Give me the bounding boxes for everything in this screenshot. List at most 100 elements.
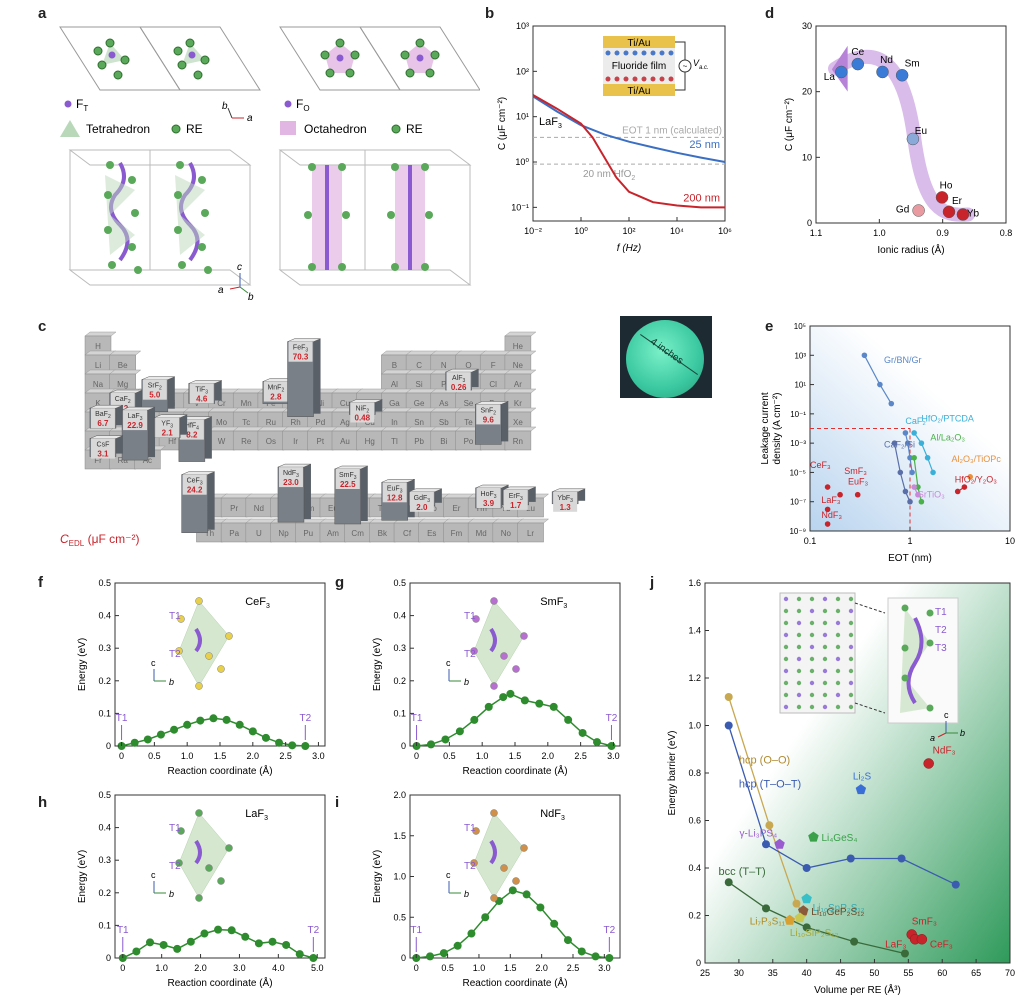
data-point — [911, 454, 917, 461]
x-tick-label: 1.5 — [509, 751, 522, 761]
x-tick-label: 10⁻² — [524, 226, 542, 236]
element-symbol: Tc — [242, 418, 250, 427]
bar-formula-fef: FeF3 — [293, 345, 308, 354]
inset-t2-label: T2 — [464, 649, 476, 660]
panel-d-frame — [815, 25, 1007, 224]
panel-title: LaF3 — [245, 808, 268, 822]
inset-lattice-atom — [796, 596, 802, 602]
y-tick-label: 1.2 — [688, 673, 701, 683]
data-point — [824, 484, 831, 490]
inset-re-atom — [195, 682, 203, 690]
energy-point — [309, 954, 318, 962]
element-symbol: Sn — [414, 418, 424, 427]
negative-charge-dot — [632, 76, 638, 82]
energy-point — [427, 740, 435, 749]
laf3-label: LaF3 — [539, 116, 562, 130]
cell-top — [108, 369, 142, 375]
energy-point — [235, 720, 244, 729]
y-axis-title-line2: density (A cm⁻²) — [772, 393, 783, 465]
panel-title-sub: 3 — [561, 815, 565, 822]
y-tick-label: 10⁰ — [515, 157, 529, 167]
negative-charge-dot — [668, 76, 674, 82]
point-NdF₃ — [923, 758, 934, 769]
inset-axis-b-label: b — [960, 728, 965, 738]
ft-legend-label: FT — [76, 97, 88, 113]
energy-point — [439, 949, 448, 958]
octa-chain-1 — [304, 163, 350, 271]
x-tick-label: 0.9 — [936, 228, 949, 238]
energy-point — [550, 919, 559, 928]
data-point — [824, 506, 831, 513]
y-axis-title: Energy (eV) — [372, 850, 383, 903]
x-tick-label: 3.0 — [312, 751, 325, 761]
inset-lattice-atom — [783, 620, 789, 626]
energy-point — [130, 738, 139, 747]
series-label: SrTiO₃ — [918, 489, 945, 499]
series-line-25nm — [532, 95, 726, 163]
inset-re-atom — [490, 597, 498, 605]
y-tick-label: 10² — [516, 66, 529, 76]
y-axis-title: Energy (eV) — [77, 638, 88, 691]
x-tick-label: 50 — [869, 968, 879, 978]
panel-d-chart: La Ce Nd Sm Eu Gd Ho Er Yb 1.1 1.0 0.9 0.8 0 10 20 30 Ion… — [784, 21, 1012, 256]
bar-label-bg — [476, 488, 501, 508]
inset-polyhedron — [178, 600, 230, 687]
data-point — [888, 400, 895, 407]
x-tick-label: 1.0 — [476, 751, 489, 761]
energy-point — [254, 939, 263, 948]
energy-point — [275, 738, 284, 747]
energy-point — [506, 689, 515, 698]
inset-lattice-atom — [783, 596, 789, 602]
y-tick-label: 0.3 — [98, 855, 111, 865]
hcp-tot-label: hcp (T–O–T) — [739, 778, 801, 790]
x-tick-label: 70 — [1005, 968, 1015, 978]
energy-point — [132, 947, 141, 956]
energy-point — [563, 936, 572, 945]
series-label: HfO₂/PTCDA — [921, 414, 974, 424]
svg-text:b: b — [222, 101, 228, 112]
panel-title-sub: 3 — [563, 603, 567, 610]
inset-lattice-atom — [835, 608, 841, 614]
x-tick-label: 10⁶ — [718, 226, 732, 236]
inset-re-atom — [205, 864, 213, 872]
inset-zoom-atom — [901, 644, 909, 652]
inset-lattice-atom — [822, 680, 828, 686]
series-label: CeF₃ — [810, 460, 831, 470]
inset-lattice-atom — [835, 620, 841, 626]
inset-zoom-atom — [926, 639, 934, 647]
x-tick-label: 0 — [414, 751, 419, 761]
element-symbol: C — [416, 361, 422, 370]
y-tick-label: 0.5 — [98, 578, 111, 588]
svg-text:a: a — [247, 113, 253, 124]
bar-label-bg — [503, 489, 528, 510]
x-tick-label: 3.0 — [233, 963, 246, 973]
panel-j-chart: hcp (O–O) hcp (T–O–T) bcc (T–T) Li₂S NdF₃ γ-L… — [667, 578, 1015, 996]
panel-label-h: h — [38, 794, 48, 811]
series-line — [913, 432, 934, 473]
element-symbol: Hg — [365, 437, 375, 446]
point-γ-Li₃PS₄ — [774, 838, 785, 849]
inset-lattice-atom — [835, 668, 841, 674]
point-Li₄GeS₄ — [808, 831, 819, 842]
element-symbol: Fr — [94, 456, 102, 465]
bar-formula-baf: BaF2 — [95, 411, 111, 420]
x-tick-label: 4.0 — [272, 963, 285, 973]
inset-bottom-electrode — [603, 84, 675, 96]
x-tick-label: 0.5 — [148, 751, 161, 761]
t2-marker-label: T2 — [307, 925, 319, 936]
negative-charge-dot — [641, 76, 647, 82]
bar-label-bg — [155, 417, 180, 438]
element-symbol: Ag — [340, 418, 350, 427]
bar-formula-erf: ErF3 — [509, 493, 523, 502]
inset-re-atom — [177, 827, 185, 835]
inset-re-atom — [520, 632, 528, 640]
series-point — [802, 864, 811, 872]
bar-formula-csf: CsF — [97, 442, 110, 449]
bar-side-cef — [207, 471, 215, 530]
point-label-gd: Gd — [896, 205, 909, 216]
element-symbol: Pu — [303, 529, 313, 538]
y-axis-title: Energy (eV) — [372, 638, 383, 691]
series-point — [802, 923, 811, 932]
y-tick-label: 0.2 — [688, 911, 701, 921]
point-label-ce: Ce — [851, 47, 864, 58]
